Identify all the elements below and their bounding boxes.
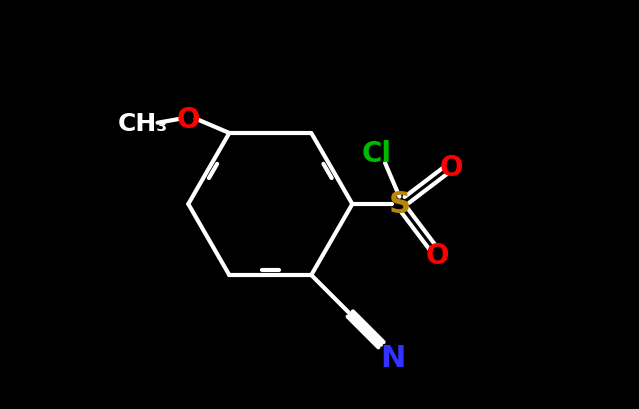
Text: Cl: Cl: [362, 139, 392, 167]
Text: S: S: [389, 190, 410, 219]
Text: O: O: [440, 154, 463, 182]
Text: O: O: [176, 106, 200, 133]
Text: CH₃: CH₃: [118, 112, 168, 135]
Text: O: O: [426, 242, 449, 270]
Text: N: N: [381, 343, 406, 372]
